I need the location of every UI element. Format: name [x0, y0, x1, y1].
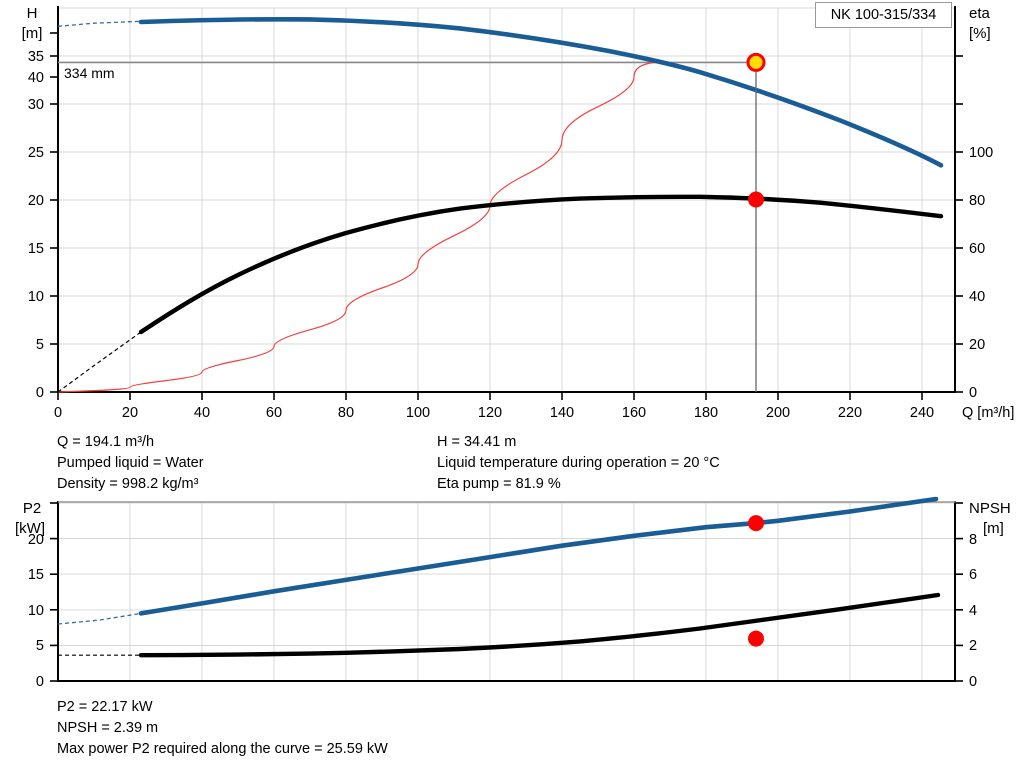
bottom-right-axis-title: NPSH	[969, 500, 1011, 517]
q-tick-60: 60	[266, 405, 282, 420]
power-npsh-chart: 0 5 10 15 20 P2 [kW] 0 2 4 6 8 NPSH [m]	[15, 496, 1011, 690]
system-curve	[57, 61, 657, 393]
eta-tick-100: 100	[969, 145, 993, 161]
h-tick-35: 35	[28, 49, 44, 65]
q-tick-100: 100	[406, 405, 430, 420]
h-tick-5: 5	[36, 337, 44, 353]
info-liquid-temperature: Liquid temperature during operation = 20…	[437, 455, 720, 471]
duty-info-left: Q = 194.1 m³/h Pumped liquid = Water Den…	[57, 432, 204, 495]
h-tick-0: 0	[36, 385, 44, 401]
npsh-tick-6: 6	[969, 567, 977, 583]
npsh-duty-point-marker[interactable]	[748, 630, 764, 647]
p2-tick-0: 0	[36, 674, 44, 690]
pump-model-title-box: NK 100-315/334	[815, 2, 952, 28]
q-tick-200: 200	[766, 405, 790, 420]
h-tick-15: 15	[28, 241, 44, 257]
head-curve-dashed-extension	[57, 20, 142, 27]
bottom-chart-frame	[57, 501, 956, 682]
eta-duty-point-marker[interactable]	[748, 191, 764, 208]
info-p2: P2 = 22.17 kW	[57, 699, 153, 715]
duty-info-right: H = 34.41 m Liquid temperature during op…	[437, 432, 720, 495]
npsh-tick-0: 0	[969, 674, 977, 690]
npsh-tick-2: 2	[969, 638, 977, 654]
info-density: Density = 998.2 kg/m³	[57, 476, 199, 492]
npsh-curve	[138, 592, 941, 658]
head-curve	[138, 16, 944, 168]
impeller-diameter-note: 334 mm	[64, 65, 115, 81]
npsh-tick-4: 4	[969, 603, 977, 619]
head-duty-point-marker[interactable]	[746, 52, 766, 72]
top-right-axis-ticks: 0 20 40 60 80 100	[955, 55, 993, 401]
q-tick-20: 20	[122, 405, 138, 420]
info-flow: Q = 194.1 m³/h	[57, 434, 155, 450]
head-efficiency-chart: 0 5 10 15 20 25 30 35 40 H [m] 0 20 40	[22, 5, 1015, 420]
top-chart-grid	[57, 7, 955, 393]
q-tick-0: 0	[54, 405, 62, 420]
q-tick-240: 240	[910, 405, 934, 420]
h-tick-10: 10	[28, 289, 44, 305]
info-pumped-liquid: Pumped liquid = Water	[57, 455, 204, 471]
q-tick-80: 80	[338, 405, 354, 420]
q-tick-120: 120	[478, 405, 502, 420]
q-tick-220: 220	[838, 405, 862, 420]
p2-tick-10: 10	[28, 603, 44, 619]
info-head: H = 34.41 m	[437, 434, 517, 450]
bottom-left-axis-unit: [kW]	[15, 520, 45, 537]
info-max-power: Max power P2 required along the curve = …	[57, 741, 388, 757]
q-tick-140: 140	[550, 405, 574, 420]
bottom-left-axis-ticks: 0 5 10 15 20	[28, 502, 58, 690]
top-left-axis-unit: [m]	[22, 25, 43, 42]
h-tick-20: 20	[28, 193, 44, 209]
power-curve	[138, 496, 939, 616]
q-tick-40: 40	[194, 405, 210, 420]
pump-model-label: NK 100-315/334	[830, 7, 937, 23]
eta-curve	[138, 194, 944, 335]
eta-tick-0: 0	[969, 385, 977, 401]
h-tick-30: 30	[28, 97, 44, 113]
eta-tick-80: 80	[969, 193, 985, 209]
h-tick-40: 40	[28, 70, 44, 86]
q-tick-180: 180	[694, 405, 718, 420]
eta-tick-40: 40	[969, 289, 985, 305]
x-axis-label: Q [m³/h]	[962, 405, 1014, 420]
power-curve-dashed-extension	[57, 612, 142, 625]
q-tick-160: 160	[622, 405, 646, 420]
p2-tick-15: 15	[28, 567, 44, 583]
top-left-axis-title: H	[27, 5, 38, 22]
info-eta-pump: Eta pump = 81.9 %	[437, 476, 561, 492]
p2-tick-5: 5	[36, 638, 44, 654]
top-right-axis-title: eta	[969, 5, 991, 22]
p2-tick-20: 20	[28, 532, 44, 548]
bottom-right-axis-ticks: 0 2 4 6 8	[955, 502, 977, 690]
top-x-axis-ticks: 0 20 40 60 80 100 120 140 160 180 200 22…	[54, 392, 1014, 420]
top-left-axis-ticks: 0 5 10 15 20 25 30 35	[28, 32, 58, 401]
bottom-right-axis-unit: [m]	[983, 520, 1004, 537]
power-duty-point-marker[interactable]	[748, 515, 764, 532]
eta-tick-20: 20	[969, 337, 985, 353]
eta-curve-dashed-extension	[57, 331, 142, 393]
h-tick-25: 25	[28, 145, 44, 161]
duty-info-bottom: P2 = 22.17 kW NPSH = 2.39 m Max power P2…	[57, 697, 388, 760]
top-right-axis-unit: [%]	[969, 25, 991, 42]
info-npsh: NPSH = 2.39 m	[57, 720, 159, 736]
npsh-tick-8: 8	[969, 532, 977, 548]
eta-tick-60: 60	[969, 241, 985, 257]
bottom-left-axis-title: P2	[23, 500, 41, 517]
